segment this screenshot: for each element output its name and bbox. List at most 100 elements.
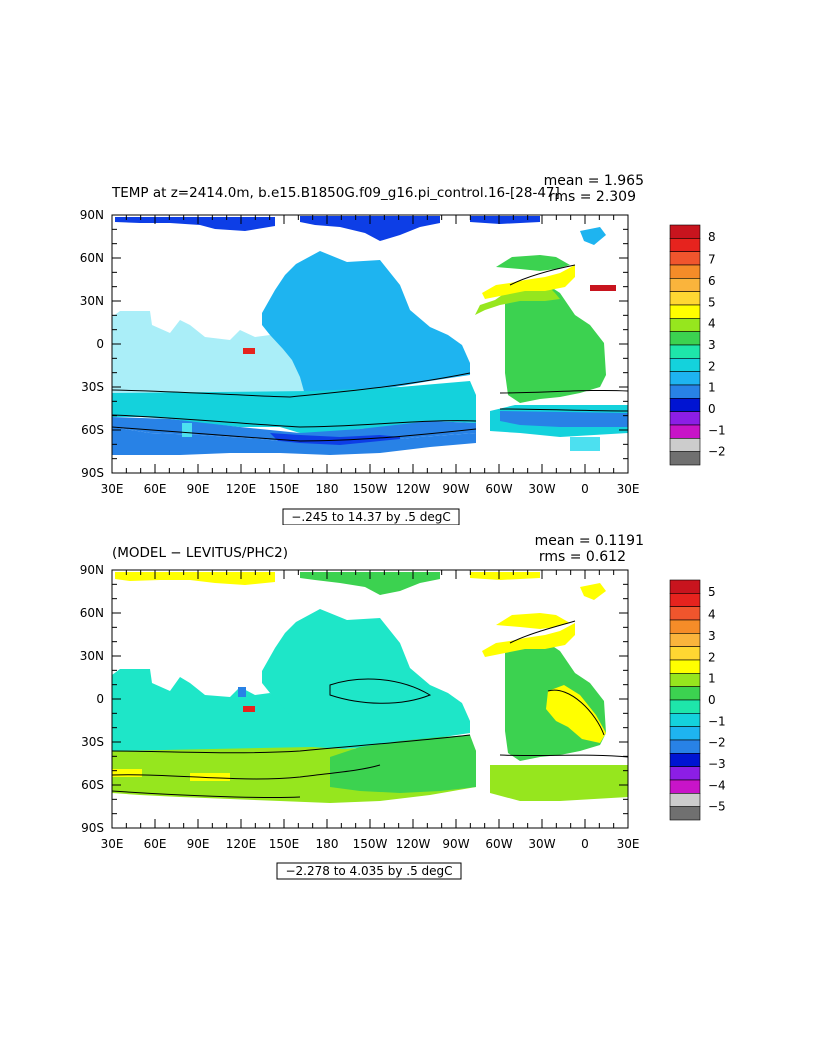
contour-lines [111, 620, 629, 799]
colorbar: 5 4 3 2 1 0 −1 −2 −3 −4 −5 [669, 579, 726, 821]
range-note: −.245 to 14.37 by .5 degC [291, 510, 450, 524]
colorbar-swatch [669, 593, 701, 607]
colorbar-label: −3 [708, 757, 726, 771]
region-southern-east [490, 765, 628, 801]
colorbar-swatch [669, 739, 701, 754]
colorbar-swatch [669, 264, 701, 279]
colorbar-swatch [669, 304, 701, 319]
mean-stat: mean = 1.965 [544, 173, 644, 189]
region-arctic-3 [470, 216, 540, 224]
region-med [243, 706, 255, 712]
region-red-sea [243, 348, 255, 354]
region-arctic [115, 217, 275, 231]
x-tick-label: 90W [442, 837, 469, 851]
colorbar-swatch [669, 224, 701, 239]
colorbar-swatch [669, 779, 701, 794]
region-warm-patch-2 [190, 773, 230, 781]
region-atlantic-south-warm [546, 685, 606, 743]
colorbar-label: −2 [708, 736, 726, 750]
x-tick-labels: 30E 60E 90E 120E 150E 180 150W 120W 90W 60W 30W 0 30… [101, 837, 640, 851]
colorbar-swatch [669, 318, 701, 332]
region-arctic-2 [300, 216, 440, 241]
y-tick-marks [112, 569, 628, 829]
chart-title: TEMP at z=2414.0m, b.e15.B1850G.f09_g16.… [111, 185, 560, 201]
y-tick-label: 0 [96, 692, 104, 706]
mean-stat: mean = 0.1191 [535, 533, 644, 549]
region-coastal-1 [182, 423, 192, 437]
colorbar-swatch [669, 238, 701, 252]
colorbar-label: 0 [708, 693, 716, 707]
region-arctic-4 [580, 227, 606, 245]
colorbar-label: 8 [708, 230, 716, 244]
x-tick-label: 90W [442, 482, 469, 496]
region-atlantic-warm [482, 265, 575, 299]
map-field [112, 572, 628, 803]
region-indian [112, 311, 315, 403]
x-tick-label: 0 [581, 482, 589, 496]
contour-lines [111, 264, 629, 442]
colorbar-swatch [669, 579, 701, 594]
colorbar-swatch [669, 344, 701, 359]
x-tick-label: 0 [581, 837, 589, 851]
colorbar-label: 1 [708, 381, 716, 395]
x-tick-label: 90E [187, 837, 210, 851]
colorbar-label: 4 [708, 608, 716, 622]
colorbar-swatch [669, 753, 701, 767]
x-tick-label: 30E [617, 837, 640, 851]
x-tick-label: 60E [144, 837, 167, 851]
colorbar-label: 2 [708, 359, 716, 373]
colorbar-swatch [669, 699, 701, 714]
temp-map-panel: TEMP at z=2414.0m, b.e15.B1850G.f09_g16.… [0, 165, 818, 526]
x-tick-label: 120E [226, 837, 257, 851]
x-tick-label: 30W [528, 837, 555, 851]
x-tick-label: 180 [316, 482, 339, 496]
x-tick-label: 150W [353, 482, 388, 496]
region-pacific [262, 609, 470, 753]
colorbar-swatch [669, 411, 701, 426]
colorbar-swatch [669, 358, 701, 372]
colorbar-label: −1 [708, 714, 726, 728]
region-indian [112, 669, 315, 761]
colorbar-swatch [669, 619, 701, 634]
colorbar-label: 5 [708, 585, 716, 599]
y-tick-label: 90N [80, 563, 104, 577]
x-tick-label: 150E [269, 482, 300, 496]
x-tick-label: 30E [101, 837, 124, 851]
colorbar-swatch [669, 398, 701, 412]
colorbar-label: 0 [708, 402, 716, 416]
colorbar-swatch [669, 606, 701, 621]
y-tick-label: 60S [81, 423, 104, 437]
region-atlantic-top [496, 613, 570, 629]
y-tick-labels: 90N 60N 30N 0 30S 60S 90S [80, 563, 104, 835]
colorbar-label: 7 [708, 253, 716, 267]
y-tick-label: 90S [81, 466, 104, 480]
y-tick-label: 90S [81, 821, 104, 835]
x-tick-label: 30W [528, 482, 555, 496]
colorbar-swatch [669, 451, 701, 466]
x-tick-label: 150E [269, 837, 300, 851]
y-tick-marks [112, 214, 628, 474]
region-coastal-2 [570, 437, 600, 451]
colorbar-swatch [669, 806, 701, 821]
colorbar-swatch [669, 673, 701, 687]
x-tick-label: 60E [144, 482, 167, 496]
x-tick-marks [111, 215, 629, 473]
colorbar-swatch [669, 424, 701, 439]
colorbar-swatch [669, 713, 701, 727]
x-tick-label: 150W [353, 837, 388, 851]
colorbar-label: −1 [708, 423, 726, 437]
x-tick-label: 90E [187, 482, 210, 496]
colorbar-label: 3 [708, 629, 716, 643]
x-tick-label: 30E [617, 482, 640, 496]
y-tick-label: 60N [80, 251, 104, 265]
region-atlantic-green-high [496, 255, 570, 271]
difference-map-panel: (MODEL − LEVITUS/PHC2) mean = 0.1191 rms… [0, 525, 818, 885]
colorbar-swatch [669, 659, 701, 674]
y-tick-label: 60S [81, 778, 104, 792]
colorbar-swatch [669, 251, 701, 266]
x-tick-label: 60W [485, 837, 512, 851]
colorbar-label: 1 [708, 672, 716, 686]
region-pacific [262, 251, 470, 395]
y-tick-label: 30S [81, 380, 104, 394]
colorbar-label: −4 [708, 778, 726, 792]
